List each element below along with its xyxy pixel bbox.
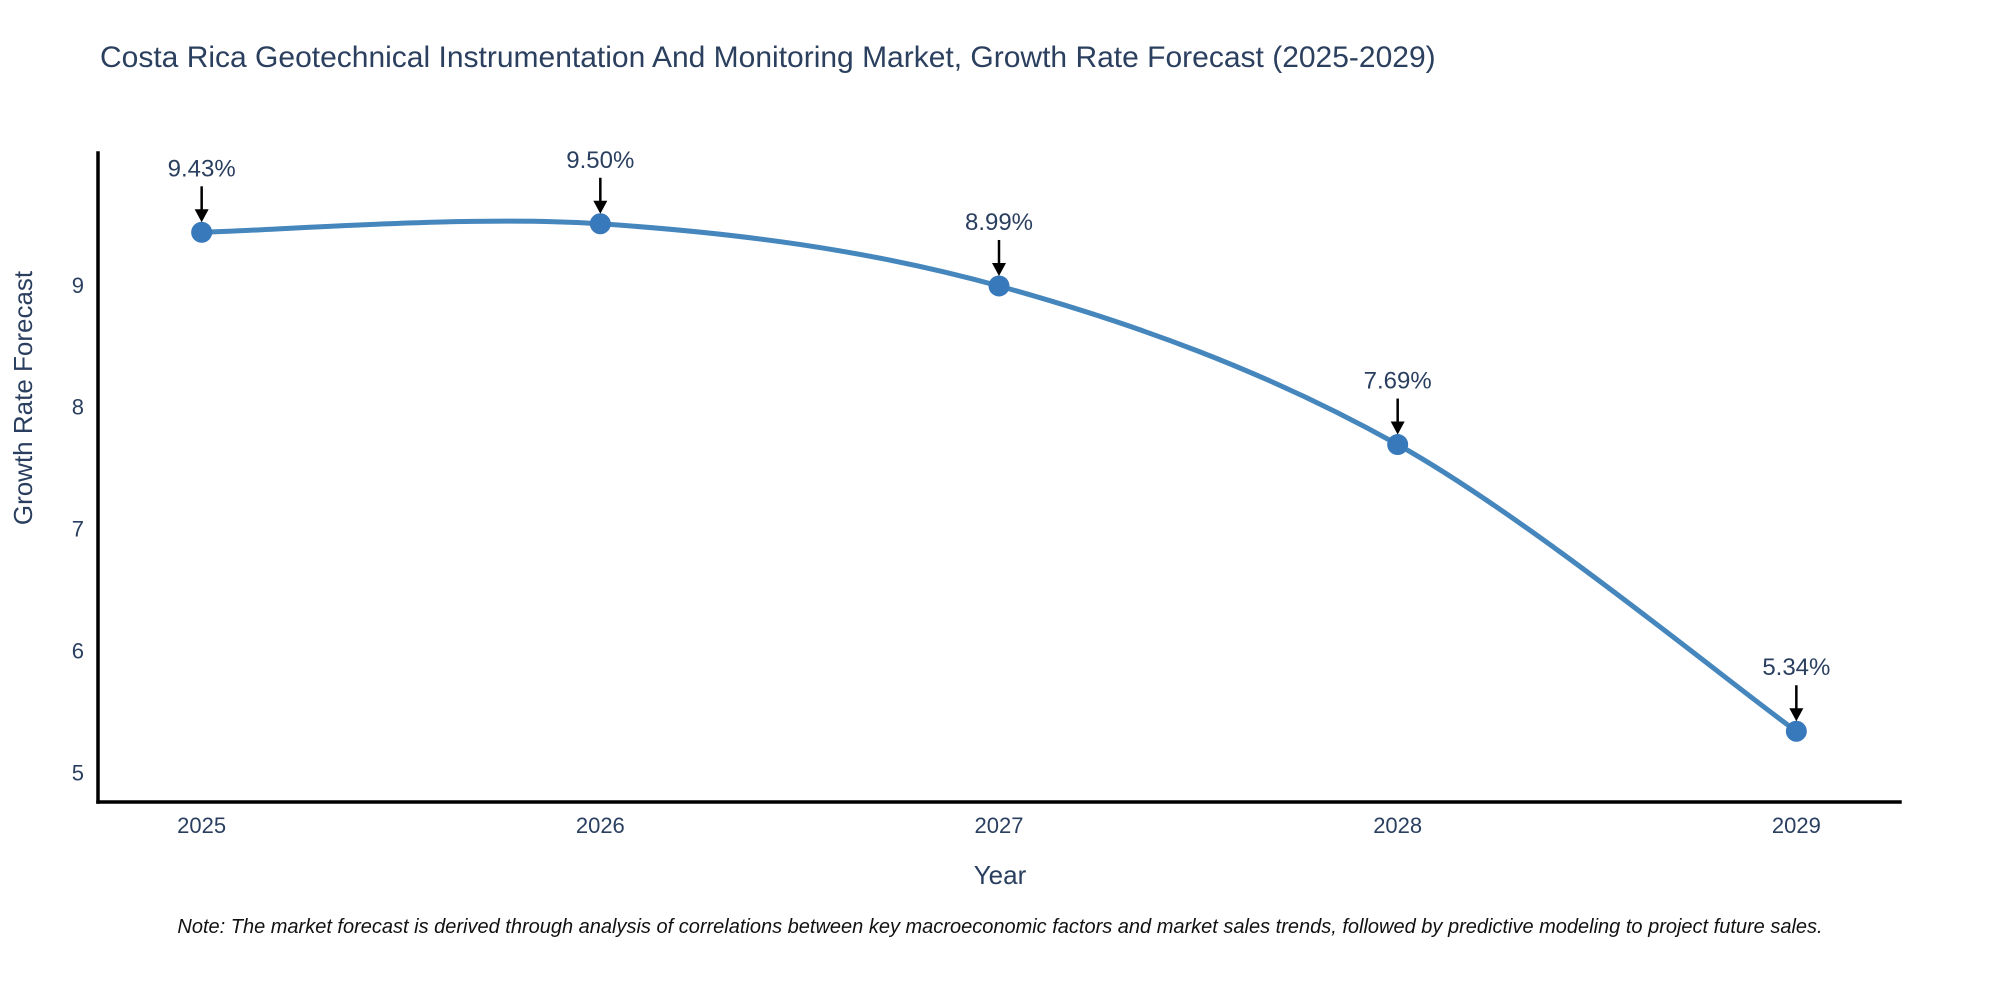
annotation-arrow-head-icon xyxy=(1390,421,1405,435)
x-tick-label: 2027 xyxy=(975,813,1024,838)
data-point-label-2026: 9.50% xyxy=(566,147,634,174)
data-point-label-2028: 7.69% xyxy=(1364,368,1432,395)
y-tick-label: 9 xyxy=(72,273,84,298)
growth-rate-series-line xyxy=(199,218,1799,734)
y-tick-label: 7 xyxy=(72,517,84,542)
y-tick-label: 5 xyxy=(72,761,84,786)
data-point-2028[interactable] xyxy=(1387,434,1409,456)
y-tick-label: 6 xyxy=(72,639,84,664)
y-axis-title: Growth Rate Forecast xyxy=(8,270,38,525)
x-tick-label: 2028 xyxy=(1373,813,1422,838)
x-tick-label: 2026 xyxy=(576,813,625,838)
annotation-arrow-head-icon xyxy=(1789,708,1804,722)
data-point-label-2025: 9.43% xyxy=(168,155,236,182)
x-tick-label: 2025 xyxy=(177,813,226,838)
data-point-label-2027: 8.99% xyxy=(965,209,1033,236)
annotation-arrow-head-icon xyxy=(194,209,209,223)
y-tick-label: 8 xyxy=(72,395,84,420)
plot-layer: 5 6 7 8 9 2025 2026 2027 2028 2029 9.43% 9.50% 8.99%… xyxy=(72,147,1831,838)
annotation-arrow-head-icon xyxy=(992,262,1006,276)
growth-rate-line-chart: Growth Rate Forecast Year 5 6 7 8 9 2025 2026 2… xyxy=(8,147,1902,890)
data-point-2025[interactable] xyxy=(191,221,213,243)
data-point-2027[interactable] xyxy=(988,275,1010,297)
data-point-2029[interactable] xyxy=(1785,720,1807,742)
x-axis-title: Year xyxy=(974,860,1027,890)
data-point-label-2029: 5.34% xyxy=(1762,654,1830,681)
chart-title: Costa Rica Geotechnical Instrumentation … xyxy=(100,41,1436,74)
annotation-arrow-head-icon xyxy=(593,200,608,214)
data-point-2026[interactable] xyxy=(589,213,611,235)
footnote: Note: The market forecast is derived thr… xyxy=(177,916,1823,938)
x-tick-label: 2029 xyxy=(1772,813,1821,838)
